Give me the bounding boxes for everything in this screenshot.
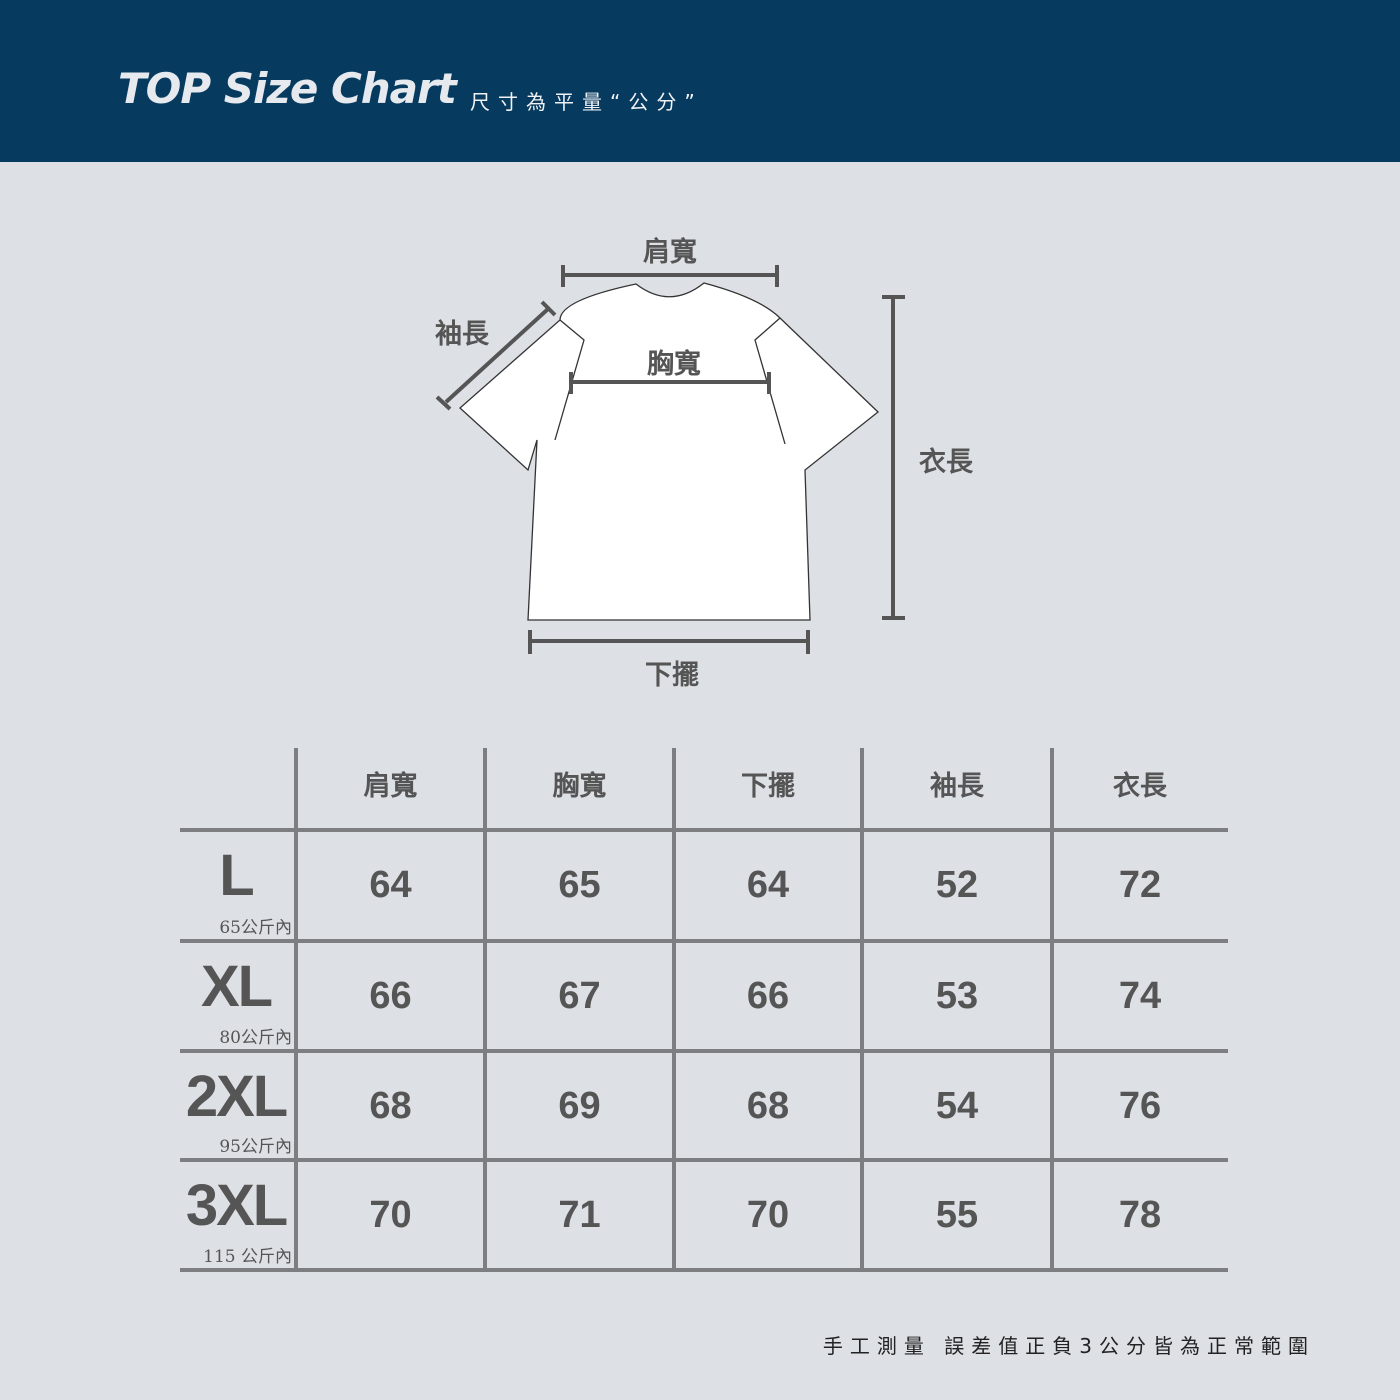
table-cell: 66 [746,975,790,1017]
grid-vline [483,748,487,1272]
table-cell: 66 [369,975,412,1017]
column-header: 袖長 [930,771,984,802]
label-hem: 下擺 [645,660,699,691]
table-cell: 65 [558,864,601,906]
page-title: TOP Size Chart [118,64,457,113]
size-label: XL [200,954,273,1019]
column-header: 衣長 [1113,771,1167,802]
table-cell: 64 [746,864,790,906]
table-cell: 64 [369,864,412,906]
label-shoulder: 肩寬 [643,237,697,268]
size-label: L [219,843,254,908]
table-cell: 71 [558,1194,601,1236]
size-label: 2XL [185,1064,288,1129]
table-cell: 74 [1118,975,1162,1017]
header-banner: TOP Size Chart 尺寸為平量“公分” [0,0,1400,162]
table-cell: 54 [935,1085,979,1127]
weight-range: 65公斤內 [219,918,292,938]
table-cell: 52 [935,864,979,906]
table-cell: 69 [558,1085,601,1127]
label-length: 衣長 [919,447,973,478]
table-cell: 53 [935,975,979,1017]
table-cell: 67 [558,975,601,1017]
table-cell: 68 [369,1085,412,1127]
size-label: 3XL [185,1173,288,1238]
grid-hline [180,1158,1228,1162]
column-header: 下擺 [741,771,795,802]
weight-range: 80公斤內 [219,1028,292,1048]
grid-vline [860,748,864,1272]
table-cell: 70 [746,1194,790,1236]
grid-hline [180,939,1228,943]
page-subtitle: 尺寸為平量“公分” [470,90,703,114]
weight-range: 115 公斤內 [203,1247,292,1267]
column-header: 肩寬 [363,771,418,802]
table-cell: 68 [746,1085,790,1127]
grid-hline [180,828,1228,832]
grid-hline [180,1049,1228,1053]
table-cell: 72 [1118,864,1162,906]
tshirt-outline [459,282,879,621]
footer-note: 手工測量 誤差值正負3公分皆為正常範圍 [822,1334,1315,1358]
grid-vline [1050,748,1054,1272]
tshirt-diagram [435,265,905,654]
grid-hline [180,1268,1228,1272]
label-sleeve: 袖長 [435,319,489,350]
label-chest: 胸寬 [647,349,701,380]
column-header: 胸寬 [552,771,607,802]
table-cell: 78 [1118,1194,1162,1236]
table-cell: 76 [1118,1085,1162,1127]
weight-range: 95公斤內 [219,1137,292,1157]
grid-vline [294,748,298,1272]
grid-vline [672,748,676,1272]
table-cell: 70 [369,1194,412,1236]
measure-lines [435,265,905,654]
table-cell: 55 [935,1194,979,1236]
